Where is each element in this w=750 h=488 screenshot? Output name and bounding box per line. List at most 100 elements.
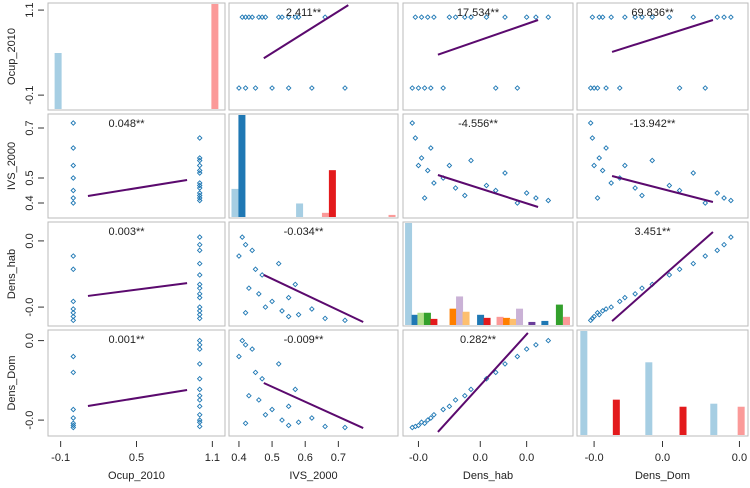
scatter-point [269,85,275,91]
scatter-point [242,420,249,427]
coefficient-label: -0.034** [284,226,324,238]
scatter-point [728,234,734,240]
scatter-point [252,369,259,376]
scatter-point [252,266,259,273]
scatter-point [70,415,77,421]
scatter-point [424,14,431,21]
scatter-point [70,200,77,206]
scatter-point [622,14,628,21]
scatter-point [587,317,594,324]
scatter-point [70,195,77,201]
scatter-point [483,14,490,21]
panel-frame [228,221,399,327]
fit-line [437,19,539,56]
scatter-point [249,14,256,21]
y-tick-label: 1.1 [24,2,36,17]
fit-line [87,179,188,197]
scatter-point [649,157,656,164]
scatter-point [196,197,203,204]
coefficient-label: 3.451** [634,226,671,238]
scatter-point [596,311,603,318]
histogram-bar [710,403,718,435]
scatter-point [255,397,262,403]
scatter-point [639,285,645,292]
scatter-point [603,306,609,312]
scatter-point [721,241,727,248]
scatter-point [461,392,468,399]
scatter-point [461,192,468,199]
histogram-bar [405,223,413,325]
scatter-point [409,424,416,431]
scatter-point [196,185,203,191]
y-tick-label: 0.0 [24,233,36,248]
histogram-bar [612,399,620,435]
scatter-point [196,386,203,393]
scatter-point [461,14,468,21]
scatter-point [608,14,615,21]
histogram-bar [496,316,504,325]
scatter-point [468,386,474,393]
histogram-bar [417,312,425,325]
x-tick-label: 0.5 [129,452,144,464]
scatter-point [279,14,285,21]
scatter-point [70,424,77,431]
histogram-bar [509,318,517,325]
scatter-point [599,167,606,174]
scatter-point [421,195,428,201]
scatter-point [70,353,77,360]
scatter-point [242,85,249,91]
scatter-point [409,85,416,91]
scatter-point [616,85,623,91]
panel-frame [402,329,574,437]
y-tick-label: -0.0 [24,298,36,317]
fit-line [611,231,714,322]
histogram-bar [580,331,588,435]
scatter-point [70,406,77,413]
x-tick-label: 0.5 [264,452,279,464]
scatter-point [421,85,428,91]
scatter-point [608,180,615,186]
scatter-point [666,272,673,278]
scatter-point [196,315,203,322]
x-tick-label: 0.0 [732,452,747,464]
scatter-point [275,260,282,267]
scatter-point [632,291,638,297]
scatter-point [418,155,425,161]
panel-frame [576,113,749,219]
scatter-point [70,306,77,312]
scatter-point [196,294,203,301]
histogram-bar [449,308,457,325]
scatter-point [622,294,628,301]
scatter-point [440,406,447,413]
fit-line [611,19,714,53]
scatter-point [196,247,203,254]
scatter-point [452,14,459,21]
x-axis-label: Ocup_2010 [108,470,165,482]
scatter-point [262,304,269,310]
scatter-point [292,281,299,288]
scatter-point [196,285,203,292]
scatter-point [502,14,508,21]
scatter-point [523,14,530,21]
scatter-point [196,291,203,297]
scatter-point [239,337,246,344]
scatter-point [514,85,521,91]
x-tick-label: -0.0 [409,452,428,464]
scatter-point [412,135,419,141]
panel-frame [402,2,574,111]
panel-frame [228,2,399,111]
scatter-point [196,157,203,164]
scatter-point [599,308,606,314]
scatter-point [721,14,727,21]
histogram-bar [328,170,336,217]
y-tick-label: 0.4 [24,195,36,210]
scatter-point [622,162,628,169]
panel-frame [47,2,226,111]
panel-frame [47,329,226,437]
scatter-point [409,120,416,126]
fit-line [263,274,364,323]
panel-frame [576,329,749,437]
scatter-point [418,14,425,21]
scatter-point [492,85,499,91]
